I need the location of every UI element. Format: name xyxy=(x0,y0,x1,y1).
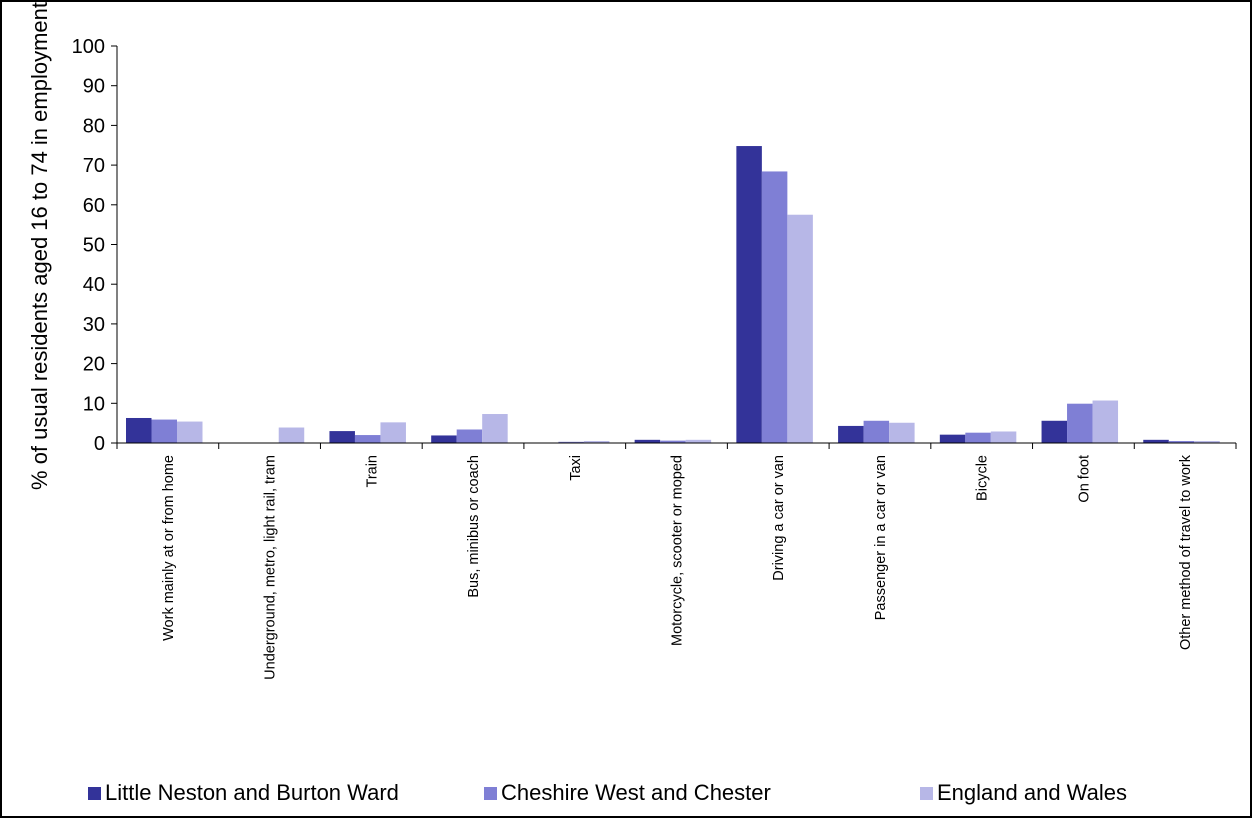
y-tick-label: 90 xyxy=(83,76,105,98)
bar xyxy=(151,419,177,443)
bar xyxy=(583,441,610,443)
bar xyxy=(380,422,406,443)
x-category-label: Driving a car or van xyxy=(771,455,787,581)
legend-label: England and Wales xyxy=(937,780,1127,805)
x-category-label: Train xyxy=(364,455,380,488)
bar xyxy=(838,425,864,443)
y-tick-label: 70 xyxy=(83,155,105,177)
x-category-label: Work mainly at or from home xyxy=(161,455,177,641)
bar xyxy=(1067,403,1093,443)
x-category-label: Other method of travel to work xyxy=(1178,454,1194,650)
x-category-label: Taxi xyxy=(568,455,584,481)
bar xyxy=(456,429,483,443)
bar xyxy=(431,435,457,443)
y-axis-title: % of usual residents aged 16 to 74 in em… xyxy=(27,2,52,490)
x-category-label: On foot xyxy=(1076,455,1092,503)
bar xyxy=(889,422,915,443)
legend-swatch xyxy=(920,787,933,800)
bar xyxy=(1041,420,1068,443)
y-tick-label: 80 xyxy=(83,115,105,137)
x-category-label: Underground, metro, light rail, tram xyxy=(263,455,279,680)
y-tick-label: 0 xyxy=(94,433,105,455)
bar xyxy=(736,146,762,443)
bar xyxy=(863,420,890,443)
y-tick-label: 30 xyxy=(83,314,105,336)
legend: Little Neston and Burton Ward Cheshire We… xyxy=(88,780,1127,805)
legend-swatch xyxy=(484,787,497,800)
bar xyxy=(1194,441,1220,443)
y-tick-label: 10 xyxy=(83,393,105,415)
bar xyxy=(1092,400,1119,443)
bar xyxy=(482,414,508,443)
bar xyxy=(126,417,152,443)
bar xyxy=(1143,439,1169,443)
y-tick-label: 20 xyxy=(83,354,105,376)
y-tick-label: 40 xyxy=(83,274,105,296)
bar xyxy=(685,439,712,443)
bar xyxy=(177,421,203,443)
legend-label: Little Neston and Burton Ward xyxy=(105,780,399,805)
y-tick-label: 60 xyxy=(83,195,105,217)
bar xyxy=(1168,441,1195,443)
bar xyxy=(558,441,584,443)
bar xyxy=(939,434,966,443)
bar xyxy=(329,431,355,443)
y-tick-label: 100 xyxy=(72,36,105,58)
x-category-label: Passenger in a car or van xyxy=(873,455,889,620)
bar xyxy=(990,431,1017,443)
bar xyxy=(278,427,305,443)
bar xyxy=(354,435,381,443)
legend-label: Cheshire West and Chester xyxy=(501,780,771,805)
bar xyxy=(634,439,661,443)
plot-area: 0 10 20 30 40 50 60 70 80 90 100 Work mainly at or … xyxy=(72,36,1237,680)
x-category-label: Bicycle xyxy=(975,455,991,501)
bar xyxy=(965,432,991,443)
x-category-label: Bus, minibus or coach xyxy=(466,455,482,598)
bar xyxy=(787,214,813,443)
x-category-label: Motorcycle, scooter or moped xyxy=(670,455,686,646)
bar xyxy=(761,171,788,443)
bar xyxy=(660,440,686,443)
legend-swatch xyxy=(88,787,101,800)
y-tick-label: 50 xyxy=(83,235,105,257)
